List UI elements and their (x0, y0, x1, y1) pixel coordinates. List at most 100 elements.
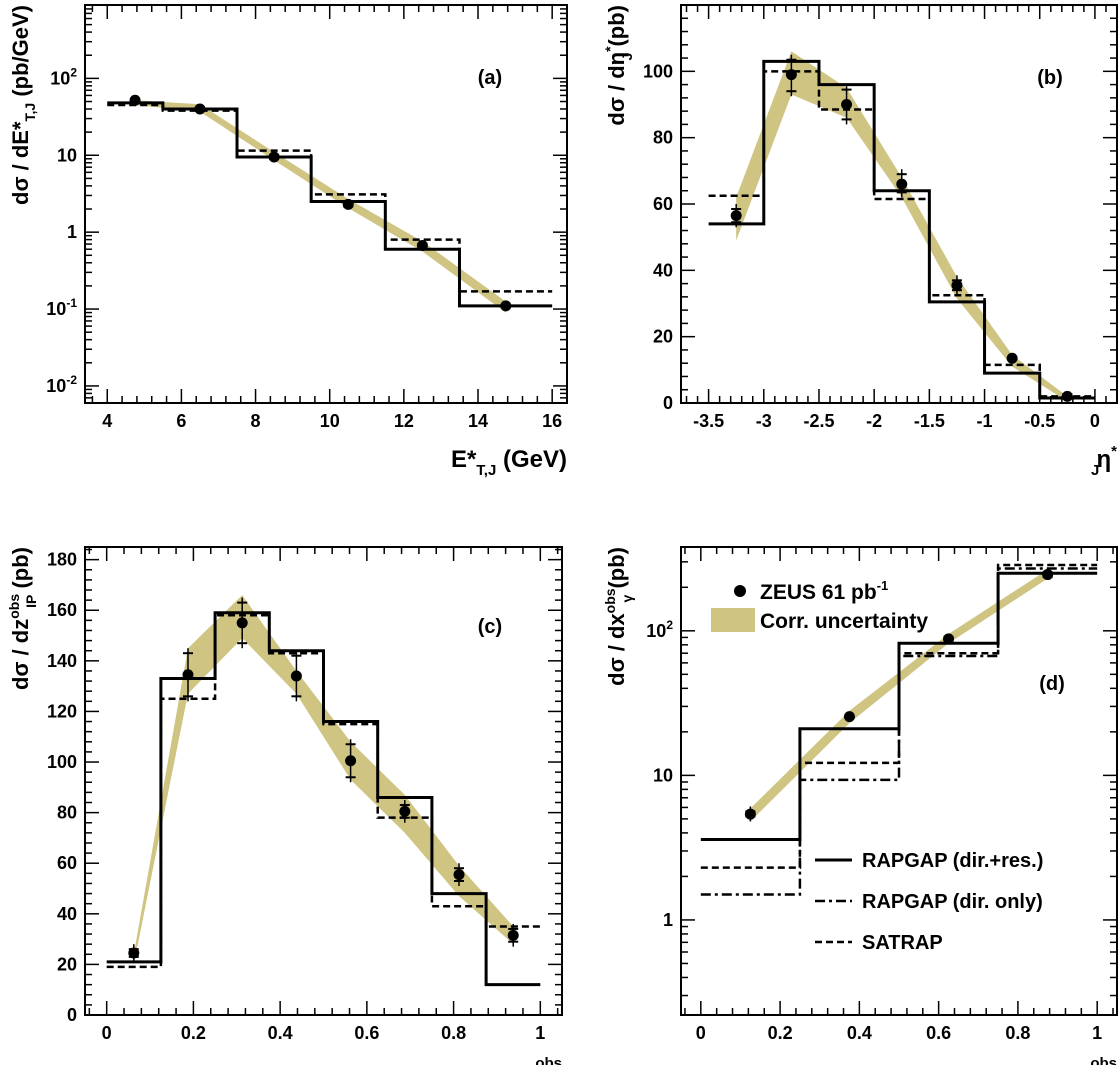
data-point (500, 300, 512, 312)
y-tick-label: 20 (653, 327, 673, 347)
x-tick-label: 4 (102, 411, 112, 431)
data-point (896, 178, 908, 190)
y-tick-base: 160 (47, 600, 77, 620)
satrap-histogram (107, 103, 553, 293)
rapgap-dir-res-histogram (106, 611, 541, 987)
data-point (290, 670, 302, 682)
legend-dashdot-label: RAPGAP (dir. only) (862, 891, 1043, 913)
y-tick-base: 10 (50, 68, 70, 88)
x-tick-label: 0.8 (1005, 1023, 1030, 1043)
y-tick-label: 102 (50, 65, 77, 88)
y-tick-base: 10 (46, 376, 66, 396)
y-axis-title-main: dσ / dE* (8, 121, 33, 205)
y-tick-label: 1 (663, 910, 673, 930)
y-axis-title-unit: (pb) (604, 547, 629, 595)
y-tick-label: 10-2 (46, 373, 77, 396)
y-tick-label: 160 (47, 600, 77, 620)
data-point (236, 617, 248, 629)
y-tick-base: 0 (67, 1005, 77, 1025)
legend: ZEUS 61 pb-1 Corr. uncertainty RAPGAP (dir… (711, 578, 1043, 954)
data-point (1061, 390, 1073, 402)
x-axis-title-main: η (1096, 446, 1111, 473)
plot-frame (84, 546, 563, 1016)
y-axis-title-main: dσ / dz (8, 619, 33, 690)
y-tick-base: 60 (57, 853, 77, 873)
y-tick-base: 60 (653, 194, 673, 214)
y-tick-base: 120 (47, 701, 77, 721)
y-tick-exponent: 2 (666, 618, 673, 632)
y-tick-exponent: -2 (66, 373, 77, 387)
x-axis-title: η* J (1091, 443, 1117, 479)
x-tick-label: -2.5 (803, 411, 834, 431)
data-point (453, 869, 465, 881)
x-axis-title-main: z (523, 1058, 535, 1065)
y-tick-label: 10 (57, 145, 77, 165)
y-tick-label: 1 (67, 222, 77, 242)
y-tick-label: 0 (67, 1005, 77, 1025)
data-point (268, 151, 280, 163)
y-tick-base: 20 (653, 327, 673, 347)
y-tick-label: 140 (47, 651, 77, 671)
y-tick-label: 100 (47, 752, 77, 772)
y-tick-base: 0 (663, 393, 673, 413)
satrap-histogram (708, 70, 1095, 398)
y-axis-title: dσ / dη*J (pb) (602, 5, 635, 126)
data-point (128, 947, 140, 959)
y-tick-base: 80 (653, 128, 673, 148)
y-tick-label: 60 (57, 853, 77, 873)
data-point (345, 755, 357, 767)
legend-zeus-sup: -1 (877, 578, 889, 593)
x-tick-label: -0.5 (1024, 411, 1055, 431)
y-tick-label: 40 (653, 260, 673, 280)
data-point (1006, 352, 1018, 364)
y-axis-title-sup: obs (6, 594, 22, 619)
y-tick-exponent: 2 (70, 65, 77, 79)
x-tick-label: -3.5 (693, 411, 724, 431)
y-tick-base: 80 (57, 803, 77, 823)
legend-band-label: Corr. uncertainty (760, 610, 928, 633)
uncertainty-band (750, 569, 1048, 822)
x-axis-title-sub: J (1091, 462, 1099, 479)
data-point (744, 808, 756, 820)
data-point (129, 94, 141, 106)
y-tick-base: 1 (663, 910, 673, 930)
data-point (507, 929, 519, 941)
x-axis-title-sup: obs (1090, 1055, 1117, 1065)
y-axis-title-main: dσ / dx (604, 613, 629, 686)
uncertainty-band (736, 51, 1068, 402)
y-tick-label: 0 (663, 393, 673, 413)
x-tick-label: 16 (542, 411, 562, 431)
y-tick-label: 80 (57, 803, 77, 823)
y-tick-base: 180 (47, 550, 77, 570)
x-tick-label: -2 (866, 411, 882, 431)
x-tick-label: 14 (468, 411, 488, 431)
y-axis-title-sub: γ (619, 594, 635, 602)
data-point (943, 633, 955, 645)
x-tick-label: 0.6 (354, 1023, 379, 1043)
data-point (1042, 569, 1054, 581)
rapgap-dir-res-histogram (708, 59, 1095, 400)
y-tick-base: 10 (46, 299, 66, 319)
y-axis-title-sup: obs (602, 588, 618, 613)
y-tick-label: 20 (57, 954, 77, 974)
x-axis-title-sup: obs (535, 1055, 562, 1065)
y-tick-label: 10-1 (46, 296, 77, 319)
plot-frame (84, 4, 568, 404)
data-point (342, 198, 354, 210)
y-tick-label: 10 (653, 765, 673, 785)
x-axis-title: xobsγ (1077, 1055, 1117, 1065)
y-tick-label: 100 (643, 61, 673, 81)
y-tick-base: 100 (643, 61, 673, 81)
x-axis-title: E*T,J (GeV) (451, 446, 567, 479)
y-tick-base: 1 (67, 222, 77, 242)
x-tick-label: 8 (251, 411, 261, 431)
y-axis-title: dσ / dzobsIP (pb) (6, 547, 39, 690)
panel-c: 0 0.2 0.4 0.6 0.8 1 0 20 40 60 80 100 120 140 160 180 (c… (6, 546, 563, 1065)
data-point (841, 99, 853, 110)
panel-label: (d) (1039, 673, 1065, 695)
plot-frame (680, 546, 1118, 1016)
x-axis-title-sup: * (1111, 443, 1117, 460)
data-point (730, 210, 742, 222)
x-tick-label: 0.8 (441, 1023, 466, 1043)
